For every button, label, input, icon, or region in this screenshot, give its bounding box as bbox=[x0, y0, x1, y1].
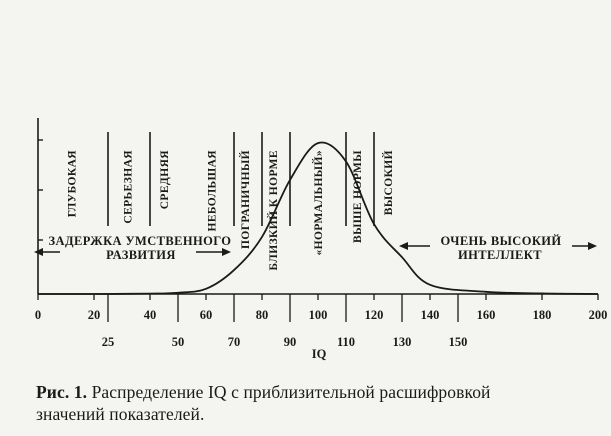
x-tick-label-major: 20 bbox=[88, 308, 101, 322]
category-label: ВЫСОКИЙ bbox=[381, 150, 395, 215]
x-axis-label: IQ bbox=[312, 347, 327, 361]
x-tick-label-minor: 70 bbox=[228, 335, 241, 349]
left-annotation-line1: ЗАДЕРЖКА УМСТВЕННОГО bbox=[49, 234, 232, 248]
figure-caption: Рис. 1. Распределение IQ с приблизительн… bbox=[36, 381, 608, 425]
x-tick-label-major: 200 bbox=[589, 308, 608, 322]
caption-text-line1: Распределение IQ с приблизительной расши… bbox=[87, 382, 491, 402]
x-tick-label-major: 80 bbox=[256, 308, 269, 322]
x-tick-label-major: 60 bbox=[200, 308, 213, 322]
x-tick-label-major: 160 bbox=[477, 308, 496, 322]
x-tick-label-major: 120 bbox=[365, 308, 384, 322]
caption-text-line2: значений показателей. bbox=[36, 404, 205, 424]
right-annotation-line2: ИНТЕЛЛЕКТ bbox=[458, 248, 542, 262]
x-tick-label-major: 100 bbox=[309, 308, 328, 322]
left-arrow-head-right bbox=[222, 248, 231, 256]
x-tick-label-major: 40 bbox=[144, 308, 157, 322]
distribution-curve bbox=[37, 141, 599, 295]
right-arrow-head-left bbox=[399, 242, 408, 250]
x-tick-label-major: 140 bbox=[421, 308, 440, 322]
category-label: НЕБОЛЬШАЯ bbox=[207, 150, 219, 232]
category-label: СЕРЬЕЗНАЯ bbox=[123, 150, 135, 224]
x-tick-label-minor: 25 bbox=[102, 335, 115, 349]
x-tick-label-minor: 110 bbox=[337, 335, 355, 349]
x-tick-label-minor: 150 bbox=[449, 335, 468, 349]
caption-label: Рис. 1. bbox=[36, 382, 88, 402]
category-label: СРЕДНЯЯ bbox=[159, 150, 171, 210]
iq-distribution-chart: ГЛУБОКАЯ СЕРЬЕЗНАЯ СРЕДНЯЯ НЕБОЛЬШАЯ ПОГРАНИ… bbox=[34, 118, 608, 361]
left-annotation-line2: РАЗВИТИЯ bbox=[106, 248, 176, 262]
category-dividers bbox=[107, 132, 375, 226]
category-label: «НОРМАЛЬНЫЙ» bbox=[311, 150, 325, 256]
left-arrow-head bbox=[34, 248, 43, 256]
category-label: ВЫШЕ НОРМЫ bbox=[352, 150, 364, 243]
category-labels: ГЛУБОКАЯ СЕРЬЕЗНАЯ СРЕДНЯЯ НЕБОЛЬШАЯ ПОГРАНИ… bbox=[67, 150, 395, 271]
x-tick-label-minor: 90 bbox=[284, 335, 297, 349]
category-label: ПОГРАНИЧНЫЙ bbox=[238, 150, 252, 249]
right-arrow-head-right bbox=[588, 242, 597, 250]
category-label: ГЛУБОКАЯ bbox=[67, 150, 79, 218]
x-axis-ticks: 0 20 40 60 80 100 120 140 160 180 200 25 50 70 90 110 13… bbox=[35, 294, 608, 349]
x-tick-label-major: 0 bbox=[35, 308, 41, 322]
x-tick-label-major: 180 bbox=[533, 308, 552, 322]
category-label: БЛИЗКИЙ К НОРМЕ bbox=[266, 150, 280, 270]
right-annotation: ОЧЕНЬ ВЫСОКИЙ ИНТЕЛЛЕКТ bbox=[399, 234, 597, 262]
x-tick-label-minor: 50 bbox=[172, 335, 185, 349]
x-tick-label-minor: 130 bbox=[393, 335, 412, 349]
right-annotation-line1: ОЧЕНЬ ВЫСОКИЙ bbox=[440, 234, 561, 248]
left-annotation: ЗАДЕРЖКА УМСТВЕННОГО РАЗВИТИЯ bbox=[34, 234, 231, 262]
